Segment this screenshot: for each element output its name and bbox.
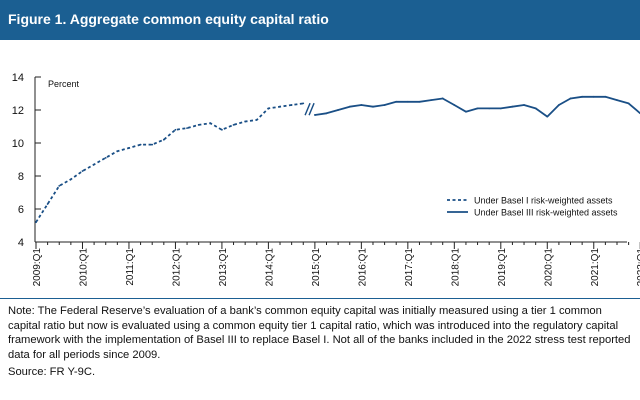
figure-source: Source: FR Y-9C. <box>8 366 96 378</box>
data-point <box>35 221 37 224</box>
y-tick-label: 6 <box>18 204 24 216</box>
data-point <box>616 99 618 101</box>
series-line-2 <box>314 95 640 118</box>
data-point <box>46 203 49 205</box>
data-point <box>511 105 514 108</box>
x-tick-label: 2022:Q1 <box>636 248 640 287</box>
y-tick-label: 14 <box>12 72 24 84</box>
data-point <box>58 185 61 187</box>
y-tick-label: 8 <box>18 171 24 183</box>
legend-label-2: Under Basel III risk-weighted assets <box>474 208 618 218</box>
data-point <box>488 107 491 110</box>
data-point <box>313 114 316 116</box>
break-marker <box>304 102 311 116</box>
data-point <box>569 97 572 100</box>
figure-title: Figure 1. Aggregate common equity capita… <box>8 11 329 27</box>
data-point <box>523 104 525 106</box>
data-point <box>546 115 549 118</box>
data-point <box>186 127 188 130</box>
data-point <box>151 143 154 146</box>
data-point <box>372 105 374 108</box>
data-point <box>627 102 630 105</box>
data-point <box>476 107 479 110</box>
legend-label-1: Under Basel I risk-weighted assets <box>474 196 613 206</box>
data-point <box>174 128 177 131</box>
y-tick-label: 4 <box>18 237 24 249</box>
data-point <box>104 156 107 159</box>
x-tick-label: 2010:Q1 <box>78 248 89 287</box>
x-tick-label: 2016:Q1 <box>357 248 368 287</box>
data-point <box>465 110 467 113</box>
x-tick-label: 2017:Q1 <box>404 248 415 287</box>
data-point <box>360 104 363 106</box>
data-point <box>604 95 607 98</box>
data-point <box>162 138 165 141</box>
x-tick-label: 2019:Q1 <box>497 248 508 287</box>
data-point <box>418 100 421 103</box>
data-point <box>592 95 595 98</box>
x-tick-label: 2013:Q1 <box>218 248 229 287</box>
break-marker <box>308 102 315 116</box>
data-point <box>69 178 72 181</box>
y-tick-label: 12 <box>12 105 24 117</box>
x-tick-label: 2018:Q1 <box>450 248 461 287</box>
x-tick-label: 2015:Q1 <box>311 248 322 287</box>
data-point <box>453 104 456 106</box>
data-point <box>93 163 95 166</box>
x-tick-label: 2020:Q1 <box>543 248 554 287</box>
data-point <box>209 122 212 125</box>
data-point <box>348 105 351 108</box>
figure-title-bar: Figure 1. Aggregate common equity capita… <box>0 0 640 40</box>
data-point <box>116 150 119 153</box>
data-point <box>139 143 142 146</box>
data-point <box>430 99 432 101</box>
data-point <box>383 104 386 106</box>
data-point <box>337 109 340 111</box>
x-tick-label: 2021:Q1 <box>590 248 601 287</box>
data-point <box>267 107 270 110</box>
series-line-1 <box>35 102 304 223</box>
figure-note: Note: The Federal Reserve’s evaluation o… <box>8 305 631 361</box>
data-point <box>232 123 235 126</box>
data-point <box>244 120 247 123</box>
data-point <box>325 112 328 115</box>
x-tick-label: 2011:Q1 <box>125 248 136 286</box>
data-point <box>81 170 84 172</box>
data-point <box>406 100 409 103</box>
data-point <box>581 95 584 98</box>
data-point <box>290 104 293 106</box>
data-point <box>221 128 223 131</box>
data-point <box>128 147 130 149</box>
x-tick-label: 2009:Q1 <box>32 248 43 287</box>
data-point <box>534 107 537 110</box>
y-axis-label: Percent <box>48 79 80 89</box>
data-point <box>558 104 560 106</box>
x-tick-label: 2012:Q1 <box>171 248 182 287</box>
line-chart: 4 6 8 10 12 14 Percent 2009:Q1 2010:Q1 2011:Q1 201… <box>12 72 640 287</box>
data-point <box>441 97 444 100</box>
chart-area: 4 6 8 10 12 14 Percent 2009:Q1 2010:Q1 2011:Q1 201… <box>0 40 640 300</box>
data-point <box>279 105 281 108</box>
divider <box>0 298 640 299</box>
x-tick-label: 2014:Q1 <box>264 248 275 287</box>
data-point <box>499 107 502 110</box>
data-point <box>302 102 305 105</box>
data-point <box>255 119 258 121</box>
data-point <box>395 100 398 103</box>
y-tick-label: 10 <box>12 138 24 150</box>
data-point <box>197 123 200 126</box>
